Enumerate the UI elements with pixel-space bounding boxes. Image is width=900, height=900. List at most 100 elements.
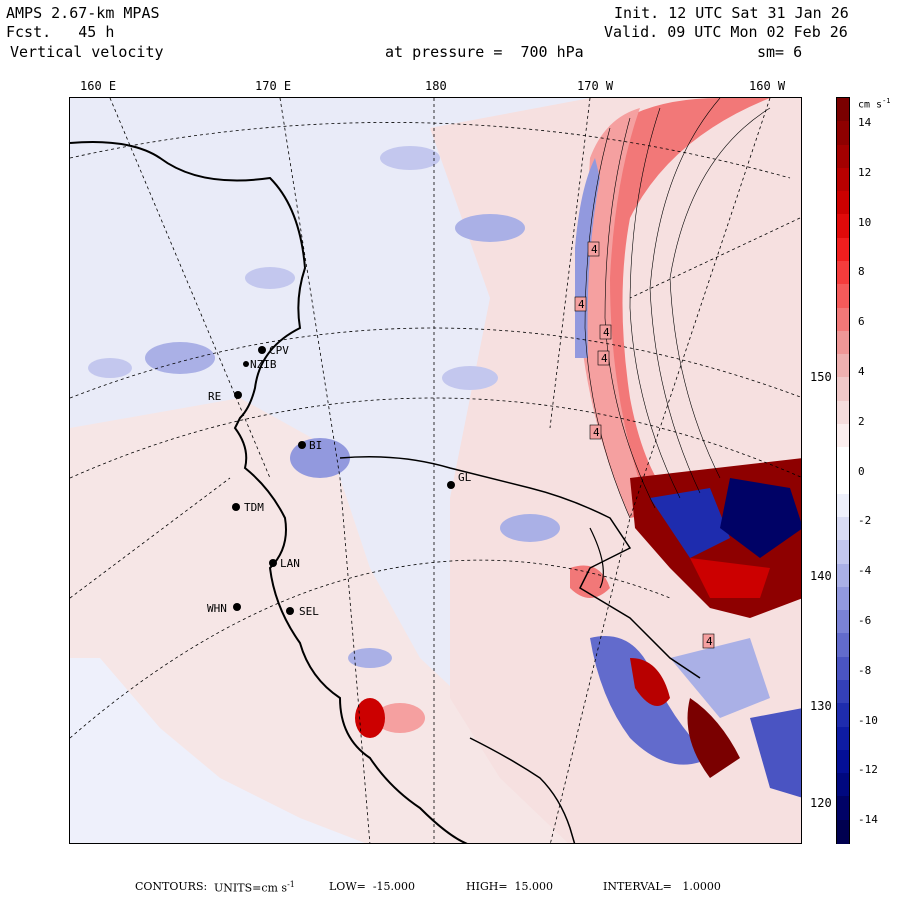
- lon-label-170e: 170 E: [255, 79, 292, 93]
- forecast-hour: Fcst. 45 h: [6, 23, 115, 41]
- station-marker-whn: [233, 603, 241, 611]
- colorbar-segment: [837, 237, 849, 262]
- station-layer: CPV NZIB RE BI GL TDM LAN WHN SEL: [207, 344, 472, 618]
- contour-box-1: [587, 241, 600, 257]
- colorbar-tick-label: -8: [858, 663, 872, 677]
- colorbar-segment: [837, 377, 849, 402]
- mixed-patch-c: [670, 638, 770, 718]
- upward-motion-band: [585, 98, 770, 518]
- lon-label-160w: 160 W: [749, 79, 786, 93]
- mixed-patch-f: [750, 708, 801, 798]
- graticule: [70, 98, 801, 843]
- station-marker-tdm: [232, 503, 240, 511]
- colorbar-segment: [837, 656, 849, 681]
- colorbar-segment: [837, 610, 849, 634]
- contour-label-1: 4: [591, 243, 598, 256]
- colorbar-tick-label: 2: [858, 414, 865, 428]
- colorbar-segment: [837, 773, 849, 797]
- station-label-re: RE: [208, 390, 221, 403]
- model-title: AMPS 2.67-km MPAS: [6, 4, 160, 22]
- colorbar-units: cm s-1: [858, 97, 891, 111]
- intense-cell-blue-b: [720, 478, 801, 558]
- blue-blob-4: [455, 214, 525, 242]
- contour-box-3: [599, 324, 612, 340]
- colorbar-segment: [837, 726, 849, 751]
- footer-high: HIGH= 15.000: [466, 880, 554, 893]
- contour-label-4: 4: [601, 352, 608, 365]
- contour-label-3: 4: [603, 326, 610, 339]
- station-label-bi: BI: [309, 439, 322, 452]
- footer-low: LOW= -15.000: [329, 880, 416, 893]
- colorbar-tick-label: 6: [858, 315, 865, 329]
- station-label-whn: WHN: [207, 602, 227, 615]
- contour-lines: [584, 98, 771, 519]
- colorbar-tick-label: 4: [858, 364, 865, 378]
- contour-box-2: [574, 296, 587, 312]
- colorbar-segment: [837, 447, 849, 471]
- colorbar-segment: [837, 400, 849, 425]
- colorbar-tick-label: -6: [858, 613, 872, 627]
- red-blob-1: [375, 703, 425, 733]
- contour-label-layer: 4 4 4 4 4 4: [574, 241, 715, 649]
- colorbar-segment: [837, 819, 849, 844]
- colorbar-tick-label: -2: [858, 514, 872, 528]
- blue-blob-1: [145, 342, 215, 374]
- colorbar-tick-label: 10: [858, 215, 872, 229]
- station-marker-sel: [286, 607, 294, 615]
- contour-label-5: 4: [593, 426, 600, 439]
- colorbar-tick-label: -14: [858, 813, 878, 827]
- smoothing-value: sm= 6: [757, 43, 803, 61]
- colorbar-segment: [837, 749, 849, 774]
- colorbar-segment: [837, 307, 849, 332]
- contour-box-4: [597, 350, 610, 366]
- colorbar-segment: [837, 633, 849, 658]
- colorbar-segment: [837, 796, 849, 821]
- blue-blob-8: [348, 648, 392, 668]
- colorbar-segment: [837, 214, 849, 239]
- lon-label-170w: 170 W: [577, 79, 614, 93]
- ice-shelf-edge-inner: [589, 527, 604, 589]
- colorbar-tick-label: 14: [858, 115, 872, 129]
- colorbar-segment: [837, 423, 849, 448]
- colorbar-segment: [837, 680, 849, 704]
- colorbar-segment: [837, 284, 849, 309]
- colorbar-tick-label: 12: [858, 165, 872, 179]
- colorbar-segment: [837, 493, 849, 518]
- footer-units: UNITS=cm s-1: [214, 880, 295, 895]
- lon-label-180: 180: [425, 79, 447, 93]
- colorbar-segment: [837, 563, 849, 588]
- station-marker-cpv: [258, 346, 266, 354]
- colorbar-tick-label: -4: [858, 564, 872, 578]
- colorbar: [836, 97, 850, 844]
- map-canvas: CPV NZIB RE BI GL TDM LAN WHN SEL 4 4 4: [70, 98, 801, 843]
- colorbar-tick-label: -10: [858, 713, 878, 727]
- blue-blob-6: [442, 366, 498, 390]
- pressure-level: at pressure = 700 hPa: [385, 43, 584, 61]
- station-label-lan: LAN: [280, 557, 300, 570]
- contour-label-2: 4: [578, 298, 585, 311]
- init-time: Init. 12 UTC Sat 31 Jan 26: [614, 4, 849, 22]
- valid-time: Valid. 09 UTC Mon 02 Feb 26: [604, 23, 848, 41]
- station-label-gl: GL: [458, 471, 472, 484]
- colorbar-tick-label: 8: [858, 265, 865, 279]
- map-panel: CPV NZIB RE BI GL TDM LAN WHN SEL 4 4 4: [69, 97, 802, 844]
- field-name: Vertical velocity: [10, 43, 164, 61]
- mixed-patch-d: [687, 698, 740, 778]
- colorbar-segment: [837, 470, 849, 495]
- colorbar-segment: [837, 517, 849, 541]
- colorbar-segment: [837, 330, 849, 355]
- contour-box-6: [702, 633, 715, 649]
- colorbar-segment: [837, 144, 849, 169]
- colorbar-segment: [837, 191, 849, 215]
- blue-blob-2: [88, 358, 132, 378]
- coastline-west: [70, 141, 468, 843]
- station-marker-lan: [269, 559, 277, 567]
- station-label-sel: SEL: [299, 605, 319, 618]
- colorbar-tick-label: -12: [858, 763, 878, 777]
- station-label-nzib: NZIB: [250, 358, 277, 371]
- intense-cell-red-b: [690, 558, 770, 598]
- coastline-south: [469, 737, 576, 843]
- station-marker-bi: [298, 441, 306, 449]
- mixed-patch-b: [630, 658, 670, 706]
- station-label-tdm: TDM: [244, 501, 264, 514]
